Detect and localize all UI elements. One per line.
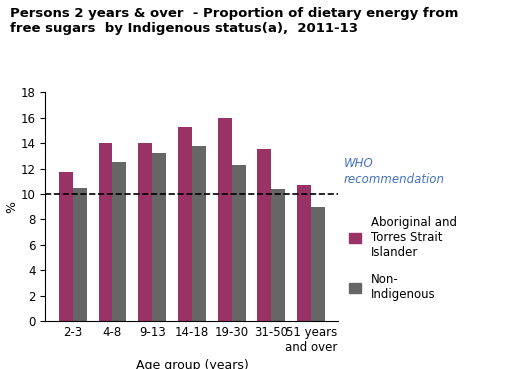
Bar <box>297 185 311 321</box>
Bar <box>152 153 166 321</box>
Bar <box>218 118 232 321</box>
Bar <box>232 165 245 321</box>
Bar <box>311 207 325 321</box>
Bar <box>271 189 285 321</box>
Bar <box>113 162 126 321</box>
Bar <box>192 146 206 321</box>
Legend: Aboriginal and
Torres Strait
Islander, Non-
Indigenous: Aboriginal and Torres Strait Islander, N… <box>349 216 457 301</box>
Bar <box>98 143 113 321</box>
Text: WHO
recommendation: WHO recommendation <box>343 157 444 186</box>
X-axis label: Age group (years): Age group (years) <box>135 359 248 369</box>
Y-axis label: %: % <box>5 201 18 213</box>
Bar <box>73 187 86 321</box>
Bar <box>59 172 73 321</box>
Bar <box>178 127 192 321</box>
Bar <box>138 143 152 321</box>
Text: Persons 2 years & over  - Proportion of dietary energy from
free sugars  by Indi: Persons 2 years & over - Proportion of d… <box>10 7 459 35</box>
Bar <box>258 149 271 321</box>
